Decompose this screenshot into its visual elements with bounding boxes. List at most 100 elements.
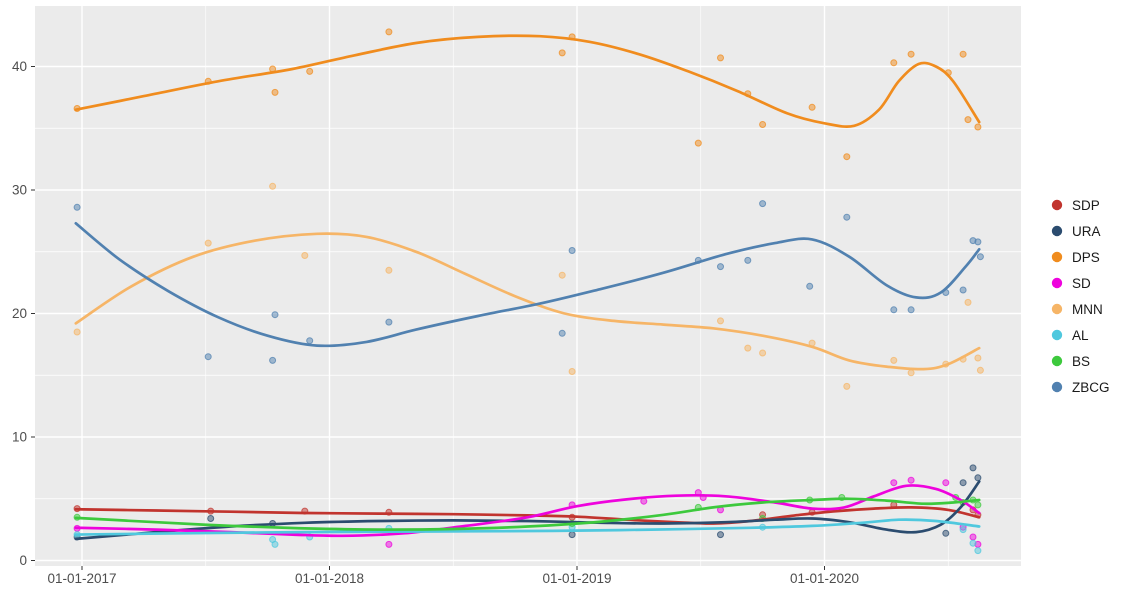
data-point-URA [974,474,982,482]
data-point-URA [207,515,215,522]
data-point-MNN [73,328,81,336]
data-point-DPS [759,121,767,128]
legend-item-AL: AL [1051,328,1089,343]
data-point-MNN [964,298,972,306]
data-point-MNN [301,252,309,259]
x-tick-label: 01-01-2019 [542,571,611,586]
data-point-SD [969,533,977,541]
data-point-SD [890,479,898,487]
data-point-ZBCG [806,282,814,290]
smooth-line-DPS [74,34,981,128]
legend: SDP URA DPS SD MNN AL BS ZBCG [1051,198,1110,395]
smooth-line-SDP [74,506,981,525]
data-point-DPS [843,153,851,161]
data-point-ZBCG [907,306,915,314]
data-point-ZBCG [558,329,566,337]
data-point-MNN [907,369,915,377]
legend-label: SDP [1072,198,1100,213]
data-point-ZBCG [974,238,982,246]
smooth-line-URA [74,480,981,541]
data-point-DPS [271,88,279,96]
data-point-ZBCG [306,337,314,345]
legend-label: ZBCG [1072,380,1110,395]
data-point-ZBCG [269,356,277,364]
data-point-URA [717,531,724,539]
data-point-DPS [974,123,982,131]
smooth-line-MNN [74,232,981,371]
legend-label: DPS [1072,250,1100,265]
legend-key-dot-SD [1051,277,1063,289]
x-tick-label: 01-01-2017 [47,571,116,586]
data-point-URA [959,479,967,487]
data-point-ZBCG [568,247,576,254]
data-point-MNN [843,382,851,390]
data-point-MNN [890,356,898,364]
legend-item-BS: BS [1051,354,1090,369]
data-point-DPS [808,103,816,111]
legend-key-dot-URA [1051,225,1063,237]
data-point-ZBCG [890,306,898,314]
data-point-ZBCG [759,200,767,208]
legend-label: SD [1072,276,1091,291]
data-point-DPS [717,54,724,62]
y-tick-label: 20 [12,306,27,321]
y-tick-label: 30 [12,183,27,198]
data-point-ZBCG [843,213,851,221]
data-point-SD [942,479,950,487]
legend-label: URA [1072,224,1101,239]
data-point-MNN [759,349,767,357]
data-point-ZBCG [271,311,279,319]
legend-item-SD: SD [1051,276,1091,291]
legend-label: MNN [1072,302,1103,317]
smooth-line-AL [74,518,981,536]
data-point-AL [969,539,977,547]
data-point-SD [385,540,393,548]
data-point-ZBCG [744,256,752,264]
legend-key-dot-SDP [1051,199,1063,211]
legend-key-dot-BS [1051,355,1063,367]
data-point-DPS [959,50,967,58]
legend-item-ZBCG: ZBCG [1051,380,1110,395]
data-point-ZBCG [717,263,724,271]
smooth-line-SD [74,484,981,538]
data-point-MNN [717,317,724,325]
data-point-DPS [306,67,314,75]
data-point-URA [942,529,950,537]
data-point-AL [959,526,967,534]
data-point-ZBCG [959,286,967,294]
y-tick-label: 0 [19,553,27,568]
data-point-MNN [568,368,576,375]
data-point-MNN [974,354,982,362]
data-point-MNN [269,182,277,190]
data-point-URA [969,464,977,472]
y-tick-label: 40 [12,59,27,74]
data-point-DPS [907,50,915,58]
legend-key-dot-MNN [1051,303,1063,315]
legend-item-URA: URA [1051,224,1101,239]
legend-item-DPS: DPS [1051,250,1100,265]
legend-item-MNN: MNN [1051,302,1103,317]
gridlines [35,6,1021,566]
smooth-line-BS [74,497,981,531]
legend-key-dot-ZBCG [1051,381,1063,393]
data-point-MNN [558,271,566,279]
data-point-DPS [890,59,898,67]
data-point-ZBCG [204,353,212,361]
data-point-ZBCG [73,203,81,211]
plot-panel [35,6,1021,566]
points-series-DPS [73,28,982,161]
axes: 0 10 20 30 40 01-01-2017 01-01-2018 01-01-2019 0… [12,59,859,586]
legend-label: AL [1072,328,1089,343]
legend-key-dot-DPS [1051,251,1063,263]
data-point-AL [271,540,279,548]
data-point-ZBCG [385,318,393,326]
data-point-BS [974,501,982,509]
data-point-DPS [694,139,702,147]
x-tick-label: 01-01-2018 [295,571,364,586]
data-point-MNN [204,239,212,247]
data-point-DPS [558,49,566,57]
data-point-DPS [964,116,972,124]
smooth-line-ZBCG [74,221,981,348]
data-point-MNN [976,366,984,374]
